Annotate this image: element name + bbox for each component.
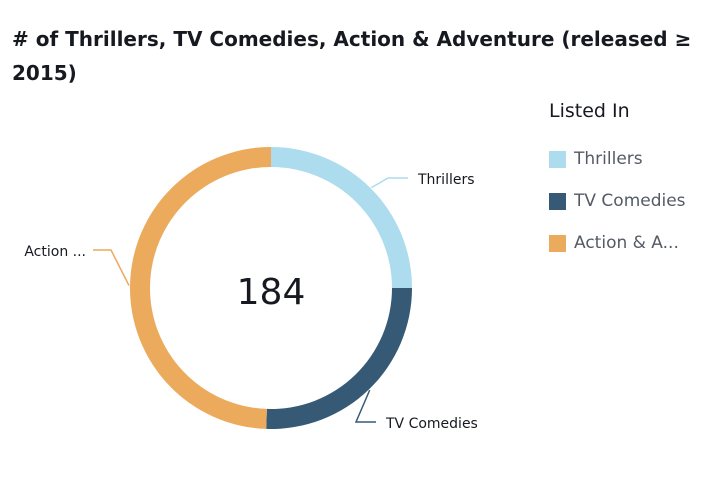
slice-tv-comedies[interactable] bbox=[266, 288, 412, 430]
legend-swatch-tv-comedies bbox=[549, 192, 566, 210]
legend-label: Action & A... bbox=[574, 233, 679, 253]
leader-line-thrillers bbox=[371, 177, 408, 189]
legend-title: Listed In bbox=[549, 100, 630, 122]
slice-thrillers[interactable] bbox=[271, 147, 412, 288]
slice-label-tv-comedies: TV Comedies bbox=[385, 416, 478, 432]
donut-slices bbox=[130, 147, 412, 430]
legend-label: Thrillers bbox=[574, 149, 643, 169]
slice-leader-lines bbox=[93, 177, 408, 423]
legend-swatch-thrillers bbox=[549, 150, 566, 168]
legend: Listed In Thrillers TV Comedies Action &… bbox=[549, 100, 699, 274]
leader-line-tv-comedies bbox=[354, 389, 376, 423]
legend-item-action-adventure[interactable]: Action & A... bbox=[549, 232, 699, 254]
slice-action-adventure[interactable] bbox=[130, 147, 271, 429]
legend-item-thrillers[interactable]: Thrillers bbox=[549, 148, 699, 170]
center-total-value: 184 bbox=[237, 272, 306, 313]
leader-line-action-adventure bbox=[93, 249, 130, 286]
legend-swatch-action-adventure bbox=[549, 234, 566, 252]
legend-label: TV Comedies bbox=[574, 191, 686, 211]
chart-title: # of Thrillers, TV Comedies, Action & Ad… bbox=[12, 27, 692, 85]
slice-labels: Thrillers TV Comedies Action ... bbox=[24, 172, 478, 432]
slice-label-action-adventure: Action ... bbox=[24, 244, 86, 260]
slice-label-thrillers: Thrillers bbox=[417, 172, 475, 188]
legend-item-tv-comedies[interactable]: TV Comedies bbox=[549, 190, 699, 212]
